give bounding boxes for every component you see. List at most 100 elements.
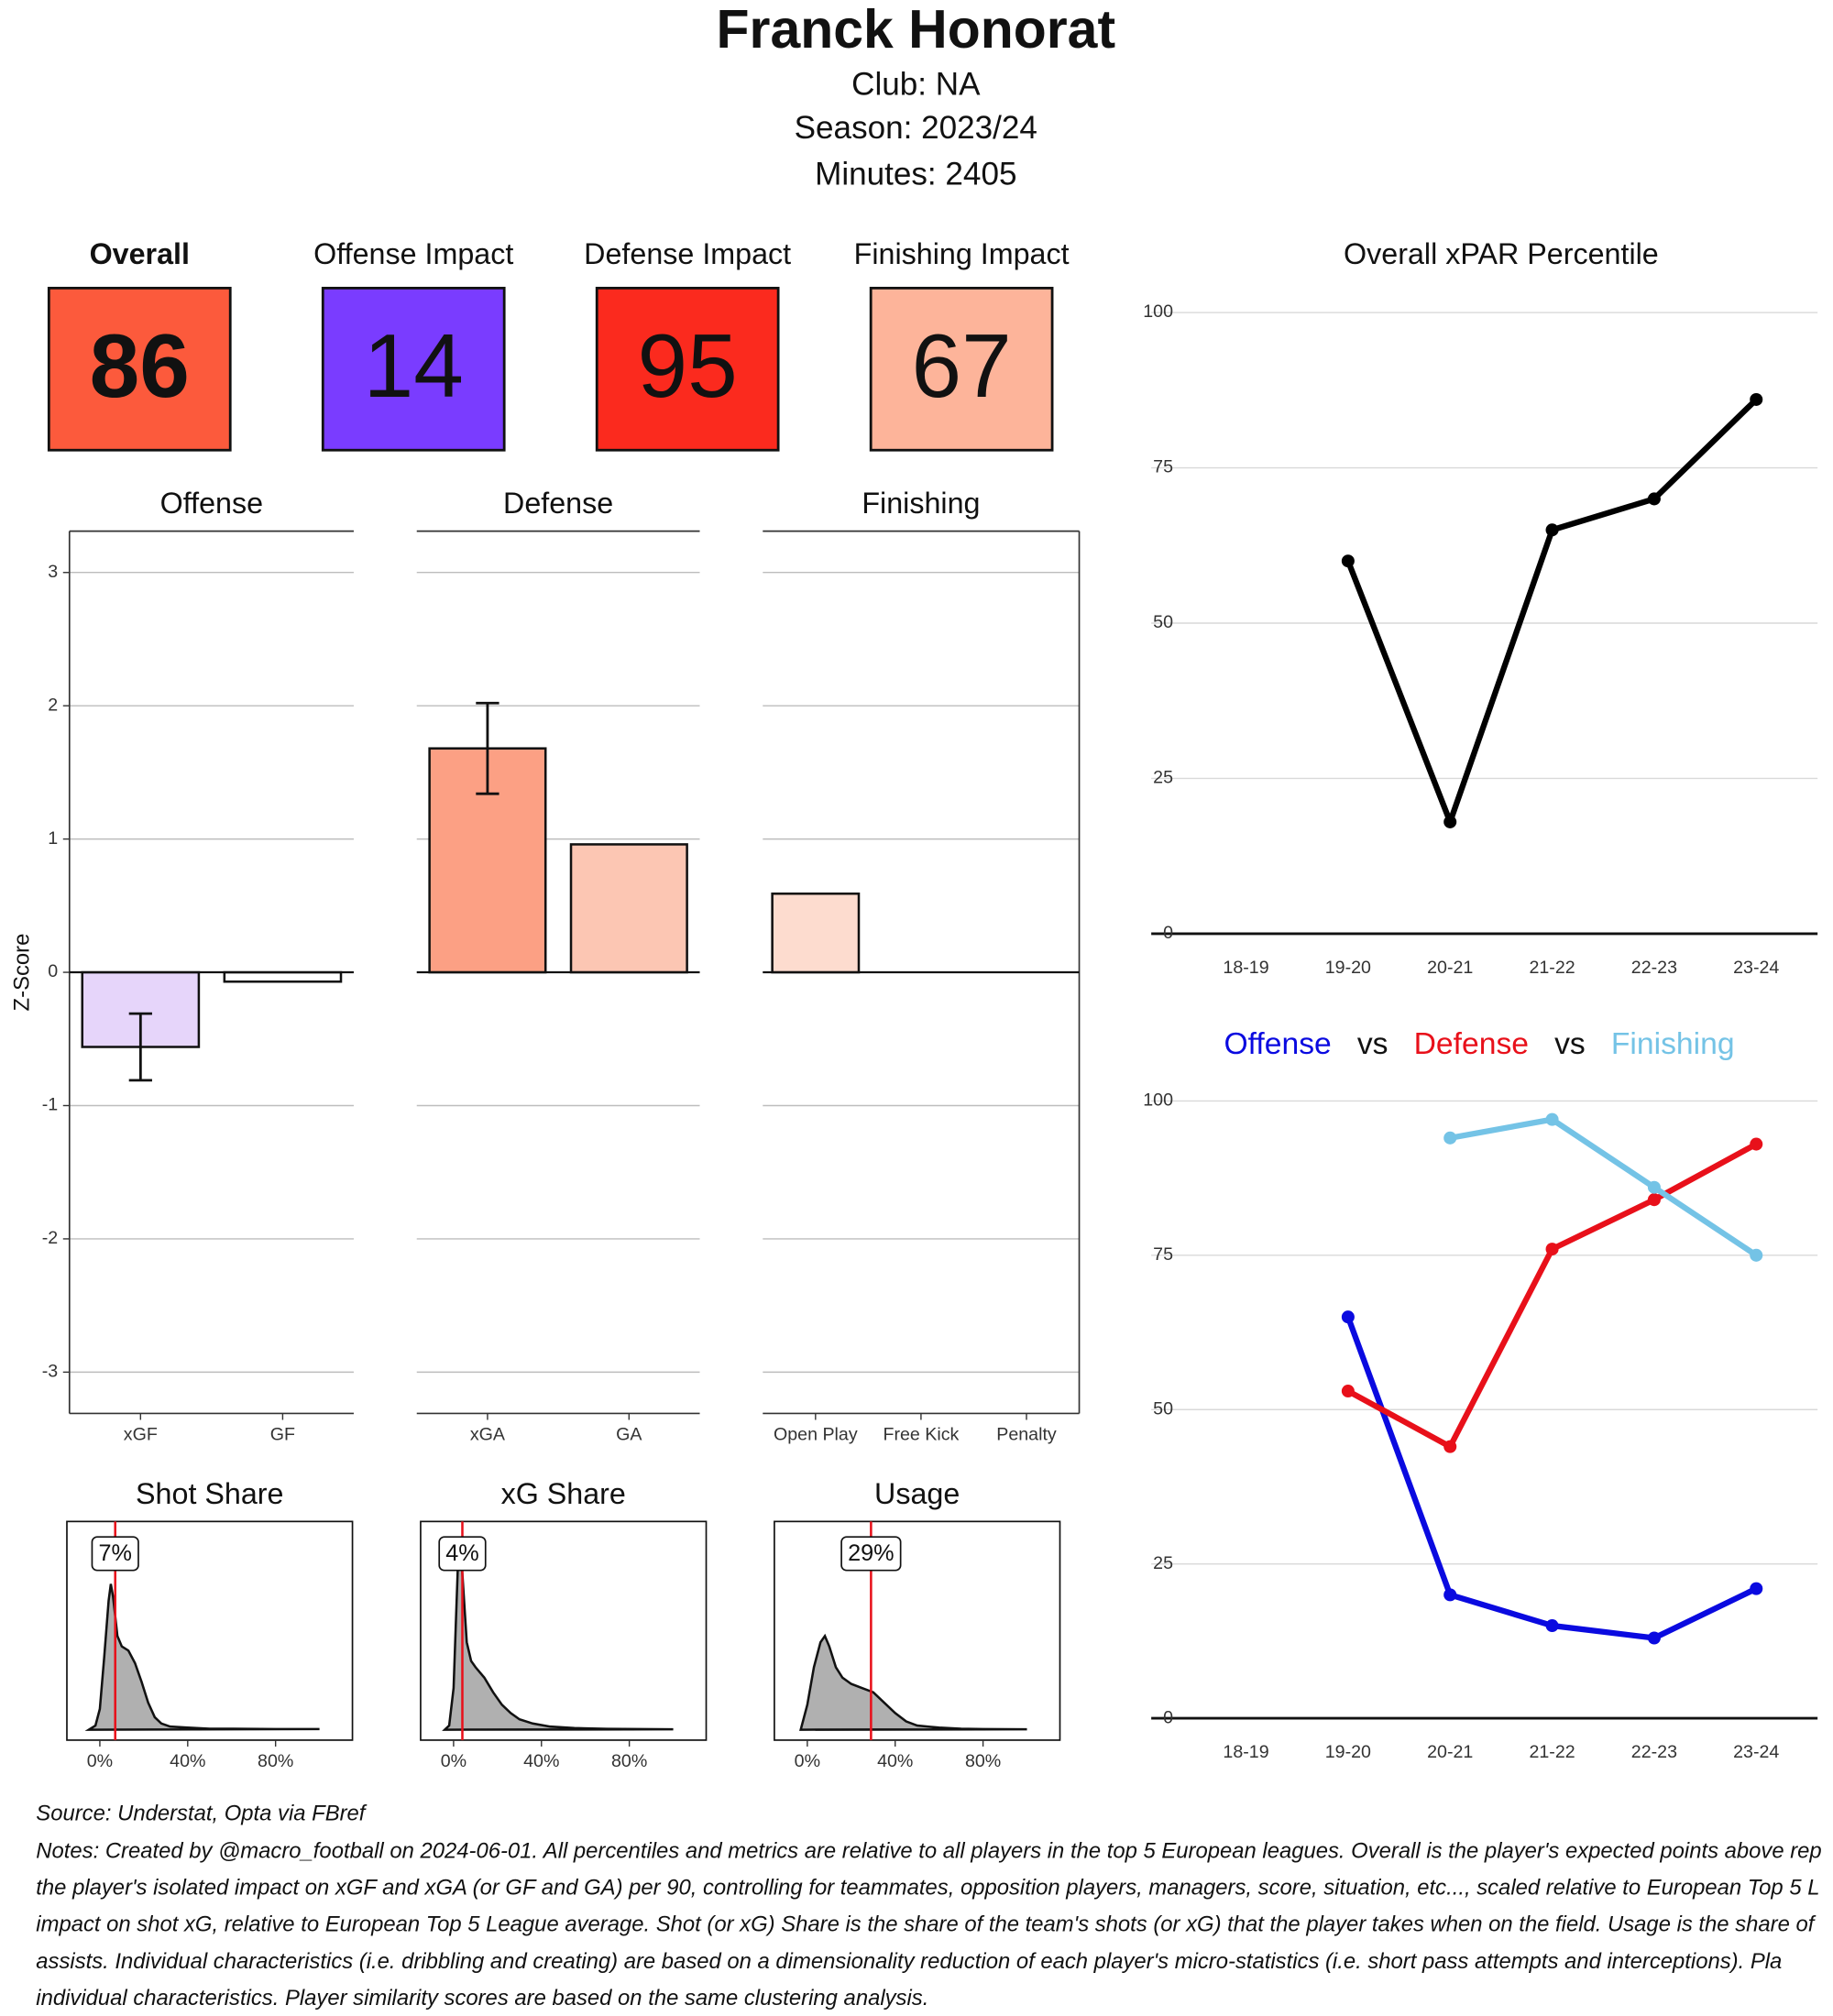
- line-point: [1647, 1631, 1661, 1645]
- y-tick-label: 0: [1163, 923, 1173, 943]
- y-tick-label: 50: [1153, 1398, 1173, 1419]
- x-tick-label: xGF: [124, 1425, 158, 1445]
- x-tick-label: 18-19: [1223, 1742, 1268, 1762]
- line-point: [1443, 1131, 1457, 1145]
- legend-separator: vs: [1554, 1027, 1586, 1061]
- marker-label: 29%: [848, 1540, 895, 1566]
- note-line: impact on shot xG, relative to European …: [36, 1912, 1816, 1937]
- line-point: [1341, 1385, 1355, 1398]
- marker-label: 7%: [98, 1540, 132, 1566]
- marker-label-box: [840, 1536, 902, 1572]
- line-chart-title: Overall xPAR Percentile: [1344, 237, 1659, 270]
- y-tick-label: 100: [1143, 301, 1173, 322]
- header-line: Club: NA: [851, 66, 981, 102]
- line-point: [1750, 1248, 1763, 1262]
- line-point: [1750, 392, 1763, 406]
- x-tick-label: 80%: [258, 1751, 293, 1771]
- bar: [569, 843, 688, 974]
- facet-title: Offense: [160, 487, 263, 520]
- y-tick-label: 2: [48, 695, 58, 715]
- line-series: [1449, 1116, 1759, 1258]
- x-tick-label: 19-20: [1325, 1742, 1371, 1762]
- y-tick-label: 50: [1153, 612, 1173, 632]
- card-label: Offense Impact: [313, 237, 513, 270]
- line-point: [1647, 492, 1661, 506]
- y-tick-label: -1: [42, 1095, 58, 1115]
- line-point: [1647, 1193, 1661, 1207]
- legend-separator: vs: [1357, 1027, 1388, 1061]
- line-point: [1443, 1440, 1457, 1453]
- legend-entry: Defense: [1414, 1027, 1529, 1061]
- line-point: [1545, 1619, 1559, 1633]
- card-box: [595, 286, 780, 452]
- bar: [223, 970, 343, 983]
- x-tick-label: 0%: [441, 1751, 466, 1771]
- y-tick-label: -3: [42, 1362, 59, 1382]
- facet-title: Defense: [503, 487, 613, 520]
- density-area: [84, 1583, 320, 1731]
- card-value: 14: [364, 315, 464, 416]
- card-label: Defense Impact: [584, 237, 791, 270]
- x-tick-label: 19-20: [1325, 958, 1371, 978]
- source: Source: Understat, Opta via FBref: [36, 1802, 368, 1826]
- y-tick-label: 0: [48, 961, 58, 981]
- line-point: [1647, 1180, 1661, 1194]
- marker-label-box: [91, 1536, 139, 1572]
- card-box: [47, 286, 232, 452]
- x-tick-label: 21-22: [1529, 958, 1575, 978]
- x-tick-label: 40%: [523, 1751, 559, 1771]
- line-series: [1346, 1141, 1758, 1450]
- x-tick-label: 40%: [170, 1751, 205, 1771]
- x-tick-label: 23-24: [1733, 958, 1779, 978]
- line-point: [1750, 1582, 1763, 1595]
- y-tick-label: 25: [1153, 768, 1173, 788]
- card-label: Finishing Impact: [854, 237, 1070, 270]
- x-tick-label: 40%: [877, 1751, 913, 1771]
- note-line: assists. Individual characteristics (i.e…: [36, 1949, 1782, 1974]
- y-tick-label: 100: [1143, 1090, 1173, 1111]
- card-value: 95: [638, 315, 738, 416]
- line-point: [1545, 1112, 1559, 1126]
- x-tick-label: 0%: [87, 1751, 113, 1771]
- line-point: [1750, 1137, 1763, 1151]
- x-tick-label: 20-21: [1427, 958, 1473, 978]
- x-tick-label: 21-22: [1529, 1742, 1575, 1762]
- header-line: Season: 2023/24: [795, 110, 1037, 146]
- card-label: Overall: [90, 237, 190, 270]
- card-box: [869, 286, 1054, 452]
- bar: [771, 892, 861, 974]
- line-point: [1341, 554, 1355, 568]
- line-series: [1345, 397, 1759, 826]
- density-area: [799, 1633, 1027, 1731]
- x-tick-label: Penalty: [996, 1425, 1057, 1445]
- legend-title: Offense vs Defense vs Finishing: [1224, 1027, 1734, 1061]
- card-box: [321, 286, 506, 452]
- note-line: Notes: Created by @macro_football on 202…: [36, 1838, 1821, 1863]
- x-tick-label: Open Play: [774, 1425, 858, 1445]
- x-tick-label: 80%: [611, 1751, 647, 1771]
- line-point: [1545, 1243, 1559, 1256]
- y-axis-title: Z-Score: [10, 934, 35, 1012]
- x-tick-label: GA: [616, 1425, 642, 1445]
- header-line: Minutes: 2405: [815, 157, 1016, 192]
- density-area: [442, 1541, 674, 1731]
- x-tick-label: 22-23: [1631, 1742, 1677, 1762]
- line-point: [1341, 1310, 1355, 1324]
- note-line: the player's isolated impact on xGF and …: [36, 1875, 1819, 1900]
- density-title: Usage: [874, 1477, 960, 1510]
- card-value: 67: [911, 315, 1011, 416]
- x-tick-label: 20-21: [1427, 1742, 1473, 1762]
- legend-entry: Finishing: [1611, 1027, 1735, 1061]
- density-title: Shot Share: [136, 1477, 283, 1510]
- x-tick-label: 22-23: [1631, 958, 1677, 978]
- y-tick-label: -2: [42, 1228, 58, 1248]
- density-title: xG Share: [501, 1477, 626, 1510]
- x-tick-label: 18-19: [1223, 958, 1268, 978]
- x-tick-label: GF: [270, 1425, 295, 1445]
- x-tick-label: Free Kick: [883, 1425, 959, 1445]
- line-series: [1345, 1316, 1758, 1641]
- legend-entry: Offense: [1224, 1027, 1331, 1061]
- line-point: [1443, 815, 1457, 828]
